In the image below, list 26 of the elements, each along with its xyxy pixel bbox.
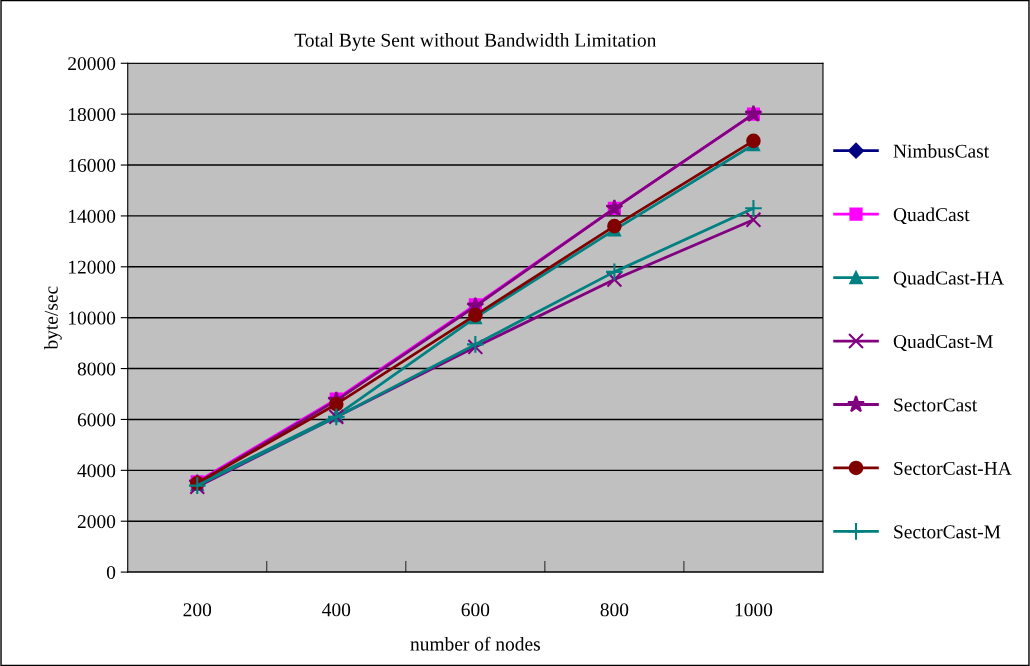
legend-label: SectorCast — [894, 398, 978, 412]
legend-label: SectorCast-M — [894, 525, 1001, 539]
y-axis-title: byte/sec — [44, 286, 62, 350]
x-tick-label: 600 — [461, 603, 490, 617]
legend-label: QuadCast-HA — [893, 270, 1005, 288]
legend-label: QuadCast — [893, 207, 970, 225]
x-axis-title: number of nodes — [410, 636, 540, 651]
y-tick-label: 20000 — [68, 57, 116, 71]
chart-title: Total Byte Sent without Bandwidth Limitation — [294, 33, 657, 51]
x-tick-label: 400 — [322, 603, 351, 617]
y-tick-label: 12000 — [69, 260, 116, 274]
y-tick-label: 16000 — [69, 158, 116, 172]
legend-label: NimbusCast — [893, 144, 990, 158]
x-tick-label: 200 — [183, 603, 212, 617]
x-tick-label: 800 — [600, 603, 629, 617]
y-tick-label: 18000 — [69, 107, 116, 122]
y-tick-label: 10000 — [69, 311, 116, 325]
y-tick-label: 0 — [106, 565, 116, 580]
y-tick-label: 6000 — [77, 413, 116, 427]
y-tick-label: 4000 — [77, 464, 116, 478]
y-tick-label: 8000 — [77, 362, 116, 376]
y-tick-label: 14000 — [69, 209, 116, 223]
y-tick-label: 2000 — [77, 515, 116, 529]
x-tick-label: 1000 — [735, 603, 773, 617]
legend-label: SectorCast-HA — [894, 461, 1012, 475]
legend-label: QuadCast-M — [893, 334, 993, 352]
